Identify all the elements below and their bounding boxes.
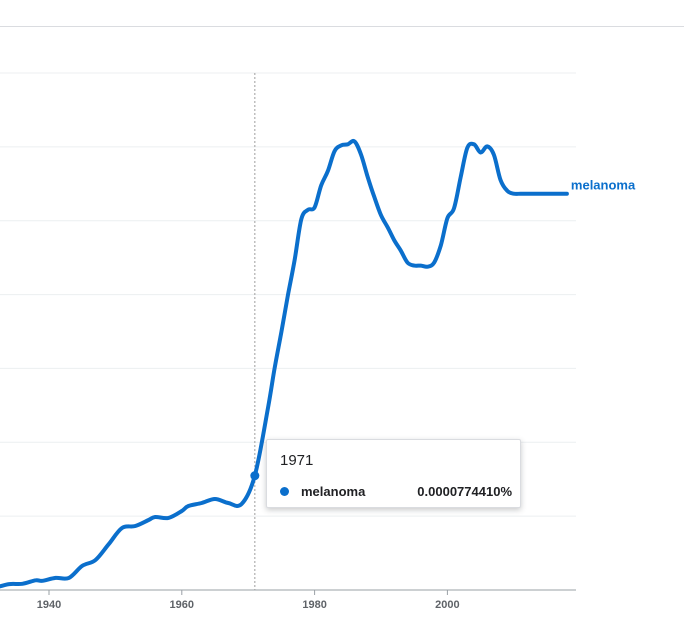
series-line-melanoma [0,138,569,589]
series-end-label: melanoma [571,178,636,193]
hover-tooltip: 1971 melanoma 0.0000774410% [266,439,521,508]
tooltip-year: 1971 [280,452,314,469]
tooltip-series-dot [280,487,289,496]
x-tick-label: 1980 [302,599,326,611]
tooltip-row: melanoma 0.0000774410% [280,484,512,500]
top-divider [0,26,684,27]
tooltip-series-value: 0.0000774410% [417,484,512,499]
x-tick-label: 1940 [37,599,61,611]
x-tick-label: 2000 [435,599,459,611]
hover-point [250,471,260,481]
x-tick-label: 1960 [170,599,194,611]
tooltip-series-name: melanoma [301,484,366,499]
